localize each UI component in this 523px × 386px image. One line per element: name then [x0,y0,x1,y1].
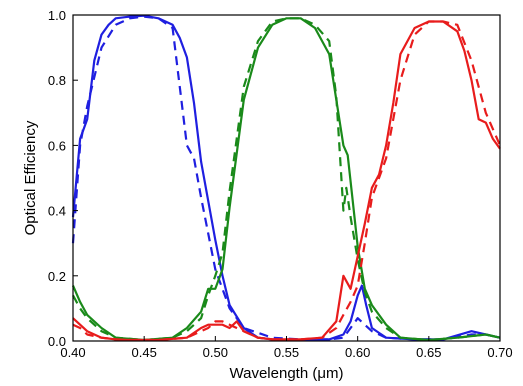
x-tick-label: 0.40 [60,345,85,360]
y-axis-ticks: 0.0 0.2 0.4 0.6 0.8 1.0 [48,8,78,349]
y-tick-label: 1.0 [48,8,66,23]
plot-frame [72,14,501,342]
series-line-4-solid [72,20,501,342]
x-axis-ticks: 0.40 0.45 0.50 0.55 0.60 0.65 0.70 [60,336,513,360]
y-tick-label: 0.0 [48,334,66,349]
y-tick-label: 0.4 [48,204,66,219]
y-tick-label: 0.2 [48,269,66,284]
series-line-3-dashed [72,17,501,342]
x-tick-label: 0.50 [203,345,228,360]
x-tick-label: 0.55 [274,345,299,360]
plot-lines [71,14,502,342]
y-tick-label: 0.6 [48,138,66,153]
x-tick-label: 0.65 [416,345,441,360]
x-tick-label: 0.60 [345,345,370,360]
x-tick-label: 0.70 [487,345,512,360]
y-tick-label: 0.8 [48,73,66,88]
x-axis-title: Wavelength (μm) [230,365,344,382]
series-line-1-dashed [71,15,501,341]
series-line-5-dashed [72,20,502,342]
series-line-2-solid [71,17,501,342]
y-axis-title: Optical Efficiency [22,120,39,235]
x-tick-label: 0.45 [132,345,157,360]
series-line-0-solid [71,14,501,342]
